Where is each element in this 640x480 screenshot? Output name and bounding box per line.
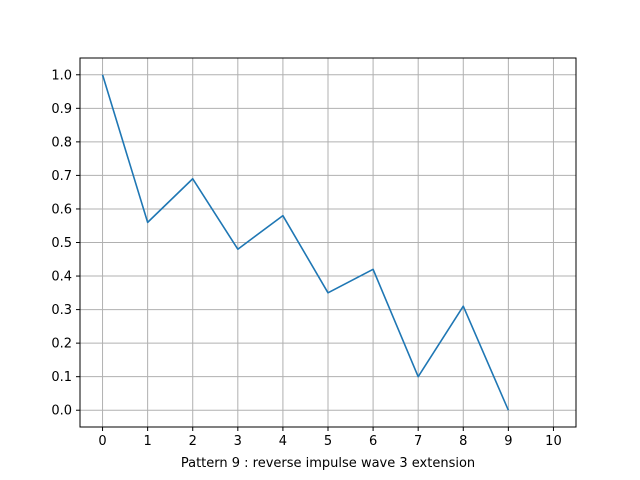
x-tick-label: 4: [279, 434, 287, 449]
y-tick-label: 0.1: [51, 370, 72, 385]
y-tick-label: 0.2: [51, 337, 72, 352]
y-tick-label: 0.9: [51, 102, 72, 117]
x-tick-label: 8: [459, 434, 467, 449]
grid: [80, 58, 576, 427]
series-layer: [101, 74, 510, 411]
x-tick-label: 10: [545, 434, 562, 449]
y-tick-label: 0.4: [51, 270, 72, 285]
x-tick-label: 1: [143, 434, 151, 449]
x-tick-label: 5: [324, 434, 332, 449]
x-axis: 0 1 2 3 4 5 6 7 8 9 10: [98, 427, 562, 449]
y-tick-label: 0.6: [51, 202, 72, 217]
x-tick-label: 2: [189, 434, 197, 449]
y-tick-label: 0.0: [51, 404, 72, 419]
x-axis-label: Pattern 9 : reverse impulse wave 3 exten…: [181, 456, 475, 471]
x-tick-label: 3: [234, 434, 242, 449]
x-tick-label: 0: [98, 434, 106, 449]
y-tick-label: 1.0: [51, 68, 72, 83]
y-tick-label: 0.5: [51, 236, 72, 251]
y-axis: 0.0 0.1 0.2 0.3 0.4 0.5 0.6 0.7 0.8 0.9 1.0: [51, 68, 80, 419]
x-tick-label: 9: [504, 434, 512, 449]
y-tick-label: 0.3: [51, 303, 72, 318]
y-tick-label: 0.8: [51, 135, 72, 150]
x-tick-label: 7: [414, 434, 422, 449]
x-tick-label: 6: [369, 434, 377, 449]
y-tick-label: 0.7: [51, 169, 72, 184]
series-line: [101, 74, 510, 411]
